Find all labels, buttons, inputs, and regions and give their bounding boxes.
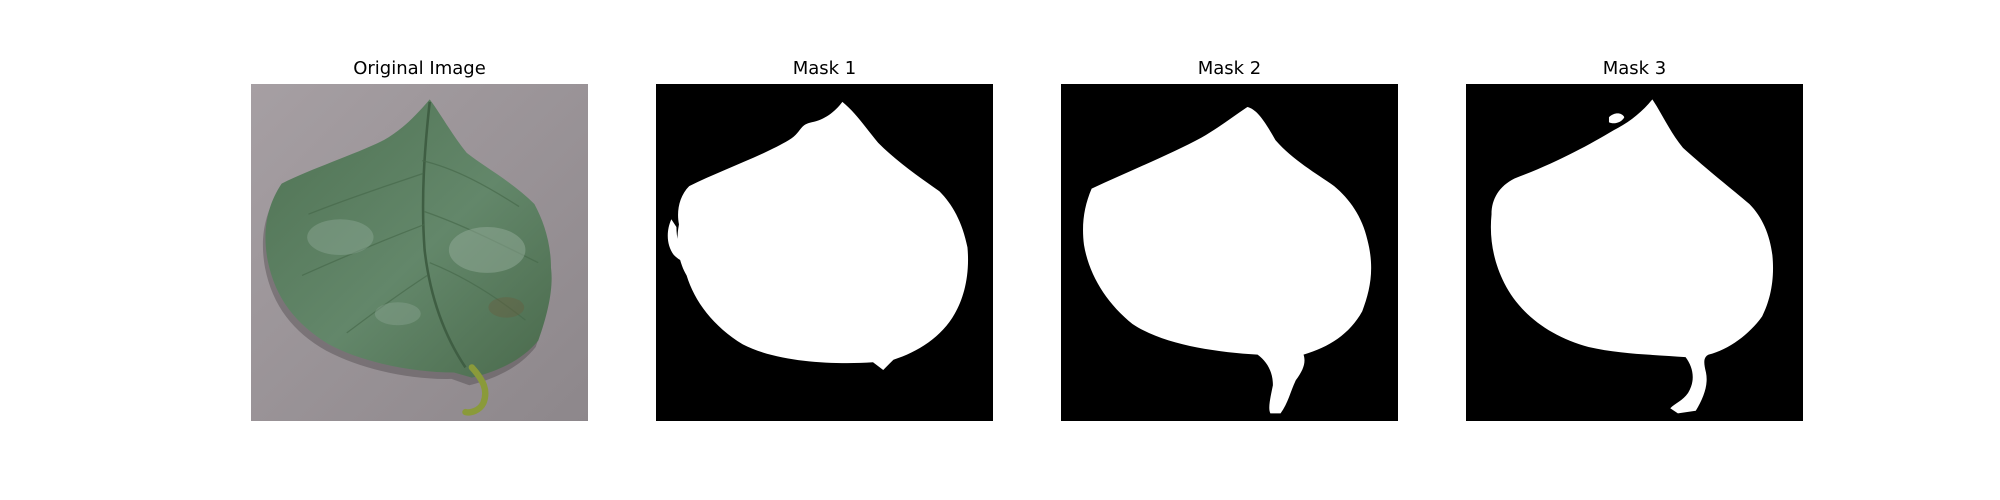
panel-original: Original Image — [251, 0, 588, 500]
leaf-spot — [488, 297, 525, 318]
leaf-spot — [374, 302, 421, 326]
mask-edge-fragment — [667, 219, 687, 262]
panel-title-original: Original Image — [353, 58, 486, 79]
mask-speck — [1608, 113, 1625, 124]
panel-mask-1: Mask 1 — [656, 0, 993, 500]
leaf-blade — [265, 99, 552, 378]
panel-title-mask-1: Mask 1 — [792, 58, 857, 79]
leaf-stem — [462, 364, 489, 416]
mask-3-image — [1466, 84, 1803, 421]
mask-leaf-region — [1490, 99, 1774, 414]
panel-mask-2: Mask 2 — [1061, 0, 1398, 500]
leaf-spot — [307, 219, 374, 256]
leaf-vein — [301, 159, 539, 334]
leaf-spot — [448, 226, 526, 273]
panel-title-mask-2: Mask 2 — [1197, 58, 1262, 79]
mask-leaf-region — [1083, 106, 1372, 414]
mask-1-image — [656, 84, 993, 421]
mask-leaf-region — [677, 101, 969, 370]
panel-title-mask-3: Mask 3 — [1602, 58, 1667, 79]
leaf-midrib — [421, 101, 467, 369]
panel-mask-3: Mask 3 — [1466, 0, 1803, 500]
mask-2-image — [1061, 84, 1398, 421]
original-leaf-image — [251, 84, 588, 421]
